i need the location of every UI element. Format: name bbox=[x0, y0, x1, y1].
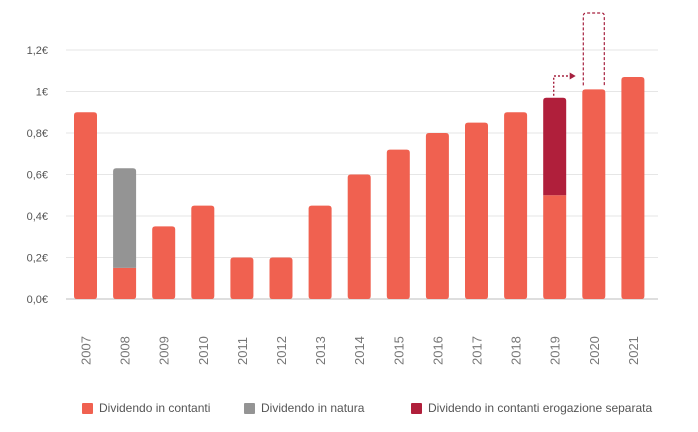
y-tick-label: 0,4€ bbox=[27, 211, 48, 223]
bar-segment-2021-s0 bbox=[621, 76, 645, 299]
x-tick-label-2019: 2019 bbox=[548, 336, 563, 365]
x-tick-label-2016: 2016 bbox=[430, 336, 445, 365]
legend: Dividendo in contanti Dividendo in natur… bbox=[0, 401, 698, 421]
legend-item-cash: Dividendo in contanti bbox=[82, 401, 210, 415]
bar-segment-2016-s0 bbox=[425, 133, 449, 299]
x-tick-label-2007: 2007 bbox=[79, 336, 94, 365]
bar-segment-2012-s0 bbox=[269, 257, 293, 299]
x-axis-labels: 2007 2008 2009 2010 2011 2012 2013 2014 2015 2016… bbox=[79, 336, 641, 365]
annotation-dashed-bar bbox=[582, 12, 605, 86]
bar-segment-2008-s1 bbox=[113, 168, 137, 268]
bar-segment-2009-s0 bbox=[152, 226, 176, 299]
legend-label-cash: Dividendo in contanti bbox=[99, 401, 211, 415]
legend-swatch-cash bbox=[82, 402, 93, 414]
bar-segment-2011-s0 bbox=[230, 257, 254, 299]
annotation-arrowhead bbox=[569, 72, 576, 80]
x-tick-label-2014: 2014 bbox=[352, 336, 367, 365]
x-tick-label-2008: 2008 bbox=[118, 336, 133, 365]
bar-segment-2020-s0 bbox=[582, 89, 606, 299]
bar-segment-2014-s0 bbox=[347, 174, 371, 299]
y-tick-label: 1,2€ bbox=[27, 45, 48, 57]
x-tick-label-2011: 2011 bbox=[235, 337, 250, 365]
bar-segment-2019-s2 bbox=[543, 97, 567, 196]
bar-segment-2008-s0 bbox=[113, 267, 137, 299]
bar-segment-2007-s0 bbox=[74, 112, 97, 299]
x-tick-label-2010: 2010 bbox=[196, 336, 211, 365]
annotation-arrow bbox=[553, 12, 605, 96]
legend-label-separate: Dividendo in contanti erogazione separat… bbox=[428, 401, 653, 415]
bars bbox=[74, 76, 645, 299]
legend-item-in-kind: Dividendo in natura bbox=[244, 401, 364, 415]
legend-label-in-kind: Dividendo in natura bbox=[261, 401, 365, 415]
x-tick-label-2013: 2013 bbox=[313, 336, 328, 365]
x-tick-label-2017: 2017 bbox=[470, 336, 485, 365]
bar-segment-2015-s0 bbox=[386, 149, 410, 299]
annotation-dotted-line bbox=[553, 75, 570, 96]
x-tick-label-2012: 2012 bbox=[274, 336, 289, 365]
x-tick-label-2009: 2009 bbox=[157, 336, 172, 365]
legend-swatch-in-kind bbox=[244, 402, 255, 414]
bar-segment-2017-s0 bbox=[465, 122, 488, 299]
dividend-bar-chart: 0,0€0,2€0,4€0,6€0,8€1€1,2€ 2007 2008 2009 2… bbox=[27, 12, 658, 365]
bar-segment-2010-s0 bbox=[191, 205, 215, 299]
y-axis-ticks: 0,0€ 0,2€ 0,4€ 0,6€ 0,8€ 1€ 1,2€ bbox=[27, 45, 48, 306]
legend-item-separate: Dividendo in contanti erogazione separat… bbox=[411, 401, 652, 415]
bar-segment-2013-s0 bbox=[308, 205, 332, 299]
x-tick-label-2015: 2015 bbox=[391, 336, 406, 365]
bar-segment-2018-s0 bbox=[504, 112, 528, 299]
y-tick-label: 0,8€ bbox=[27, 128, 48, 140]
x-tick-label-2021: 2021 bbox=[626, 336, 641, 365]
legend-swatch-separate bbox=[411, 402, 422, 414]
y-tick-label: 0,2€ bbox=[27, 253, 48, 265]
bar-segment-2019-s0 bbox=[543, 195, 567, 299]
y-tick-label: 1€ bbox=[36, 87, 48, 99]
x-tick-label-2018: 2018 bbox=[509, 336, 524, 365]
y-tick-label: 0,6€ bbox=[27, 170, 48, 182]
x-tick-label-2020: 2020 bbox=[587, 336, 602, 365]
y-tick-label: 0,0€ bbox=[27, 294, 48, 306]
